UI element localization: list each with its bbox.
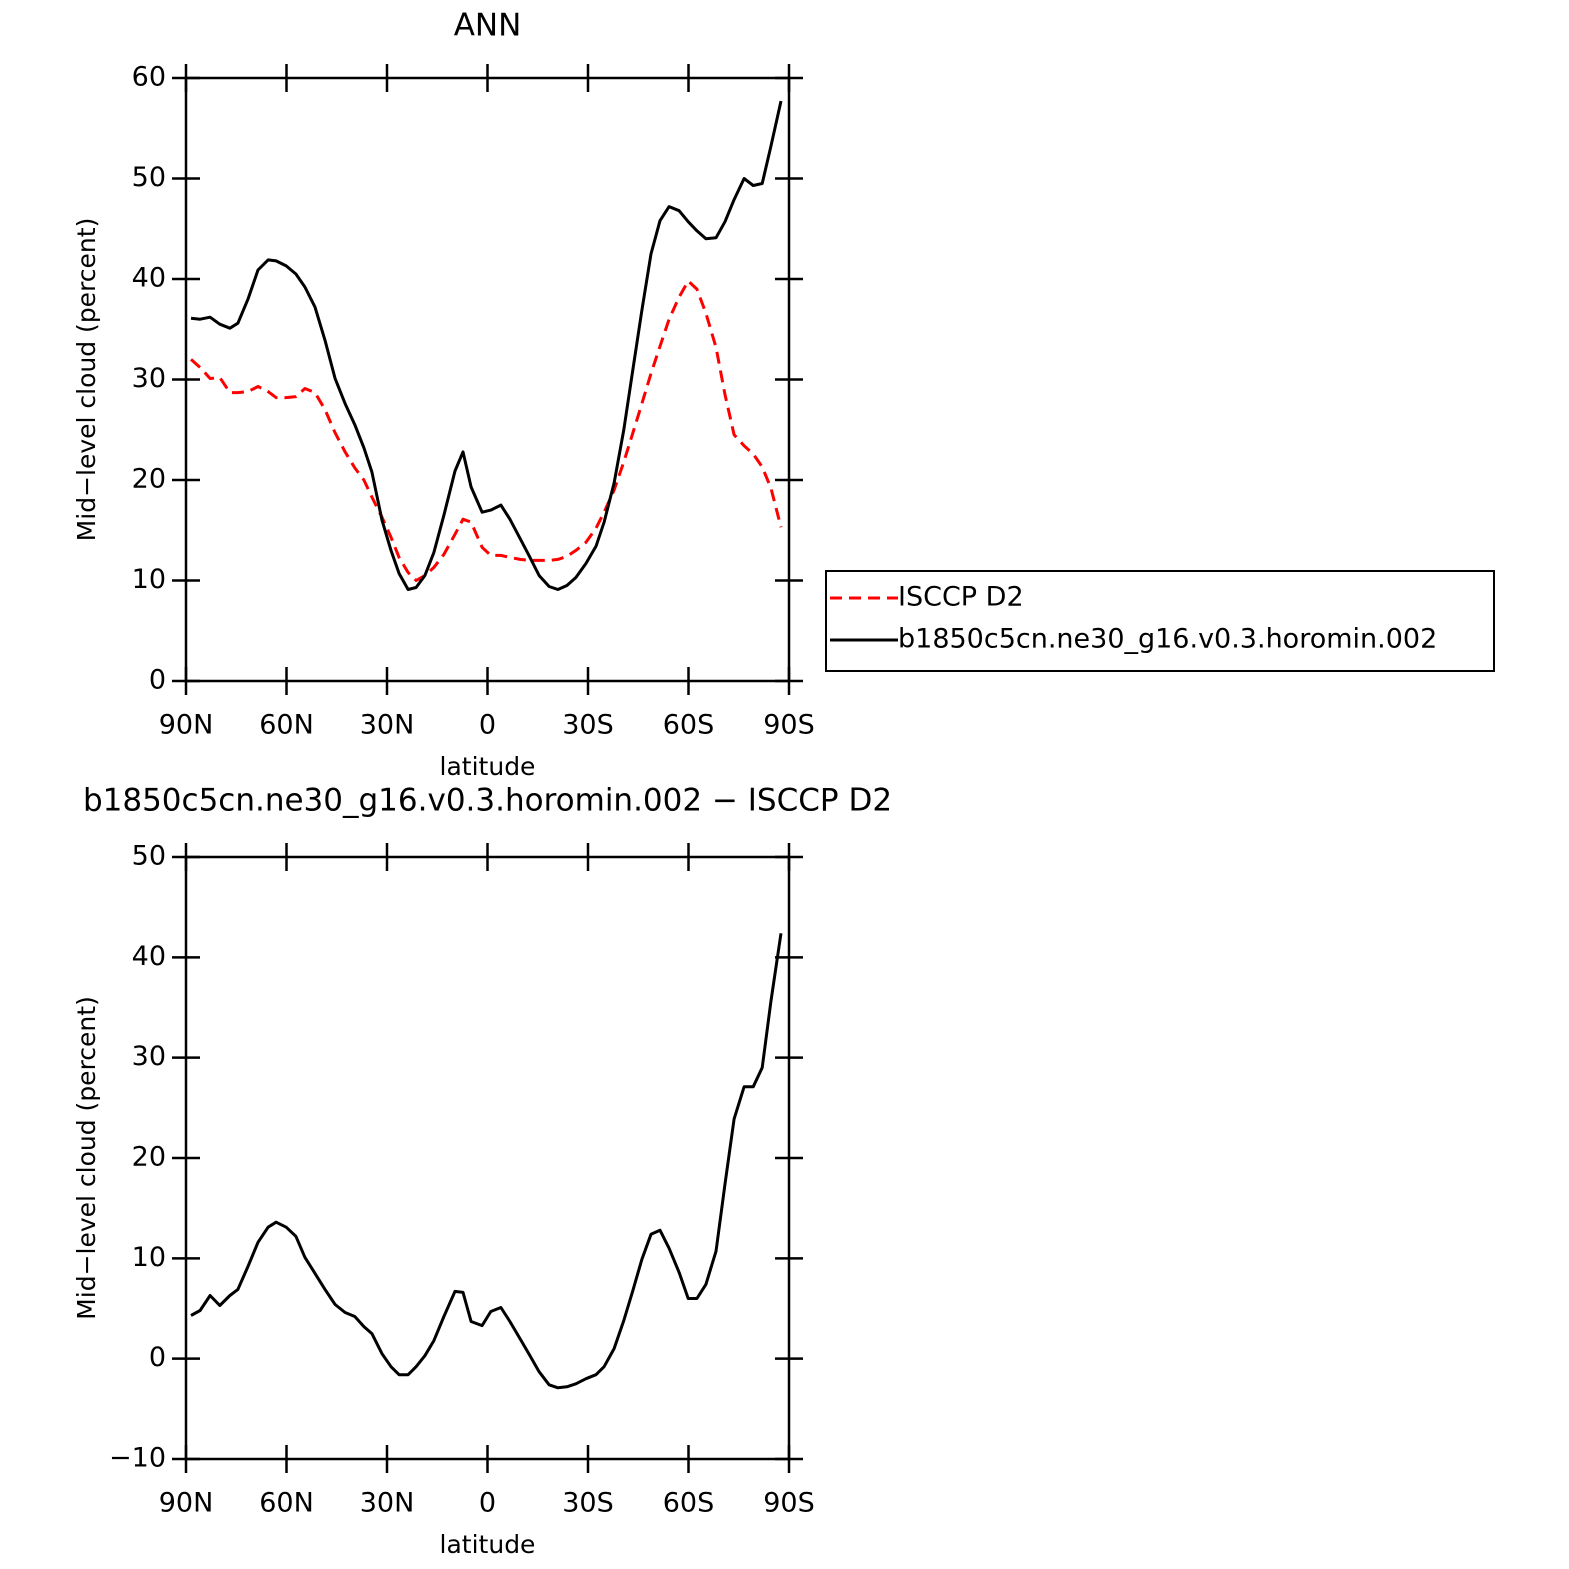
x-tick-label: 60S (663, 710, 715, 741)
y-tick-label: 10 (132, 564, 166, 595)
y-axis-label: Mid−level cloud (percent) (72, 218, 101, 542)
x-tick-label: 0 (479, 710, 496, 741)
x-tick-label: 90N (159, 710, 214, 741)
legend-label: ISCCP D2 (898, 582, 1024, 613)
x-tick-label: 30S (562, 710, 614, 741)
plot-frame (184, 855, 791, 1461)
x-tick-label: 60N (259, 710, 314, 741)
x-tick-label: 90N (159, 1488, 214, 1519)
y-tick-label: 30 (132, 363, 166, 394)
y-tick-label: 40 (132, 941, 166, 972)
y-tick-label: 0 (149, 1342, 166, 1373)
y-tick-label: 10 (132, 1242, 166, 1273)
y-tick-label: −10 (109, 1443, 166, 1474)
plot-frame (184, 76, 791, 683)
y-tick-label: 30 (132, 1041, 166, 1072)
data-line (190, 100, 783, 591)
x-tick-label: 0 (479, 1488, 496, 1519)
x-tick-label: 30N (360, 1488, 415, 1519)
legend-label: b1850c5cn.ne30_g16.v0.3.horomin.002 (898, 624, 1437, 655)
chart-title: b1850c5cn.ne30_g16.v0.3.horomin.002 − IS… (83, 783, 892, 819)
y-axis-label: Mid−level cloud (percent) (72, 996, 101, 1320)
legend-box (825, 570, 1495, 672)
x-tick-label: 30N (360, 710, 415, 741)
x-tick-label: 90S (763, 1488, 815, 1519)
x-tick-label: 60N (259, 1488, 314, 1519)
x-tick-label: 30S (562, 1488, 614, 1519)
y-tick-label: 0 (149, 665, 166, 696)
chart-title: ANN (454, 8, 522, 44)
data-line (190, 279, 783, 582)
x-tick-label: 60S (663, 1488, 715, 1519)
y-tick-label: 60 (132, 62, 166, 93)
y-tick-label: 20 (132, 1142, 166, 1173)
x-axis-label: latitude (440, 1530, 536, 1559)
y-tick-label: 20 (132, 464, 166, 495)
y-tick-label: 50 (132, 162, 166, 193)
x-tick-label: 90S (763, 710, 815, 741)
y-tick-label: 50 (132, 841, 166, 872)
x-axis-label: latitude (440, 752, 536, 781)
data-line (190, 933, 783, 1390)
y-tick-label: 40 (132, 263, 166, 294)
